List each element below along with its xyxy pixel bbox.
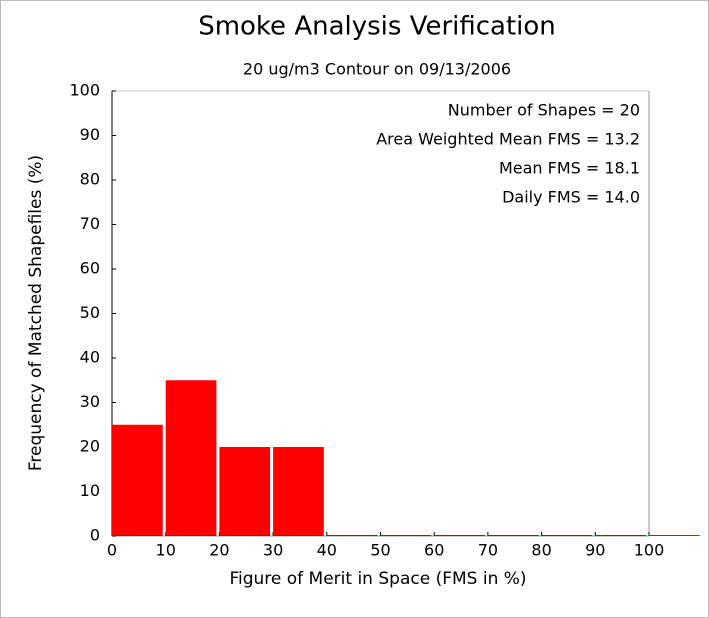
y-tick-label: 50 (80, 303, 100, 322)
y-tick-label: 70 (80, 214, 100, 233)
x-tick-label: 10 (156, 541, 176, 560)
chart-subtitle: 20 ug/m3 Contour on 09/13/2006 (243, 60, 511, 79)
chart-title: Smoke Analysis Verification (198, 12, 556, 42)
y-tick-label: 90 (80, 125, 100, 144)
y-tick-label: 20 (80, 437, 100, 456)
y-tick-label: 40 (80, 348, 100, 367)
x-tick-label: 0 (107, 541, 117, 560)
x-tick-label: 40 (317, 541, 337, 560)
x-tick-label: 30 (263, 541, 283, 560)
y-tick-label: 100 (69, 81, 100, 100)
bar (649, 535, 700, 536)
annotation: Mean FMS = 18.1 (499, 159, 640, 178)
annotation: Area Weighted Mean FMS = 13.2 (376, 130, 640, 149)
x-tick-label: 80 (531, 541, 551, 560)
annotation: Daily FMS = 14.0 (502, 188, 640, 207)
x-tick-label: 50 (370, 541, 390, 560)
y-tick-label: 10 (80, 481, 100, 500)
y-tick-label: 30 (80, 392, 100, 411)
y-tick-label: 0 (90, 526, 100, 545)
bar (165, 380, 217, 536)
annotation: Number of Shapes = 20 (448, 101, 640, 120)
bar (541, 535, 593, 536)
bar (273, 447, 324, 536)
bar (595, 535, 646, 536)
bar (112, 424, 163, 536)
y-axis-label: Frequency of Matched Shapefiles (%) (26, 155, 46, 471)
x-tick-label: 100 (634, 541, 665, 560)
bar (487, 535, 539, 536)
x-tick-label: 20 (209, 541, 229, 560)
x-tick-label: 60 (424, 541, 444, 560)
bar (219, 447, 271, 536)
y-tick-label: 60 (80, 259, 100, 278)
x-axis-label: Figure of Merit in Space (FMS in %) (229, 569, 526, 589)
x-tick-label: 70 (478, 541, 498, 560)
y-tick-label: 80 (80, 170, 100, 189)
bar (380, 535, 432, 536)
bar (434, 535, 485, 536)
bar (326, 535, 378, 536)
x-tick-label: 90 (585, 541, 605, 560)
